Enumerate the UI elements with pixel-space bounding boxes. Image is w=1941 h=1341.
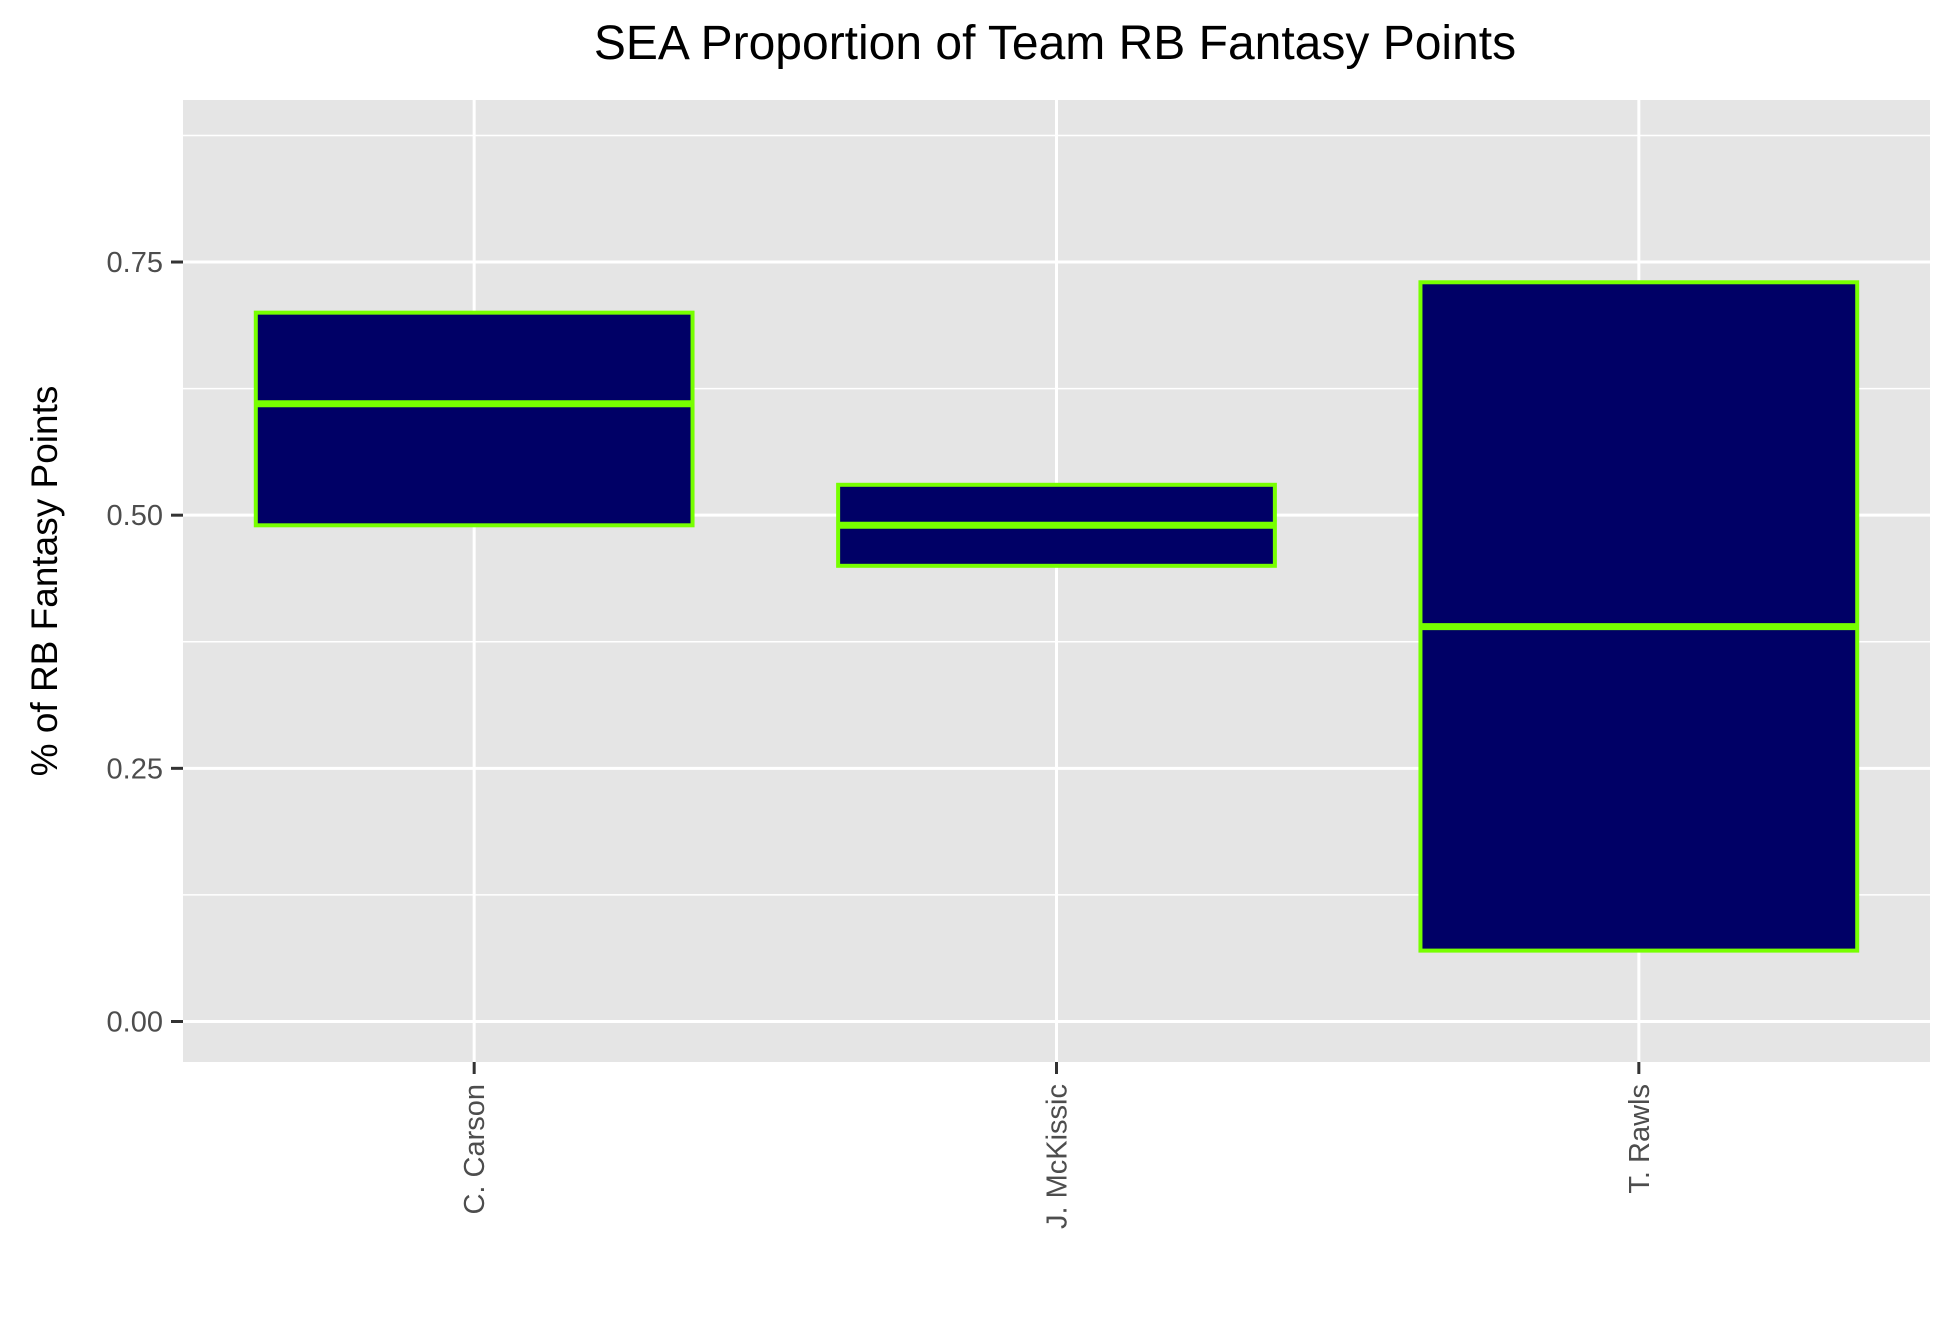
y-tick-label: 0.25: [107, 753, 163, 785]
y-tick-label: 0.00: [107, 1006, 163, 1038]
box-c-carson: [253, 310, 695, 528]
chart-title: SEA Proportion of Team RB Fantasy Points: [594, 17, 1516, 70]
x-tick-label: T. Rawls: [1624, 1084, 1656, 1194]
axes: 0.00 0.25 0.50 0.75 C. Carson J. McKissic T. R…: [107, 247, 1656, 1229]
boxes: [253, 280, 1860, 953]
x-tick-label: C. Carson: [459, 1084, 491, 1215]
box-t-rawls: [1418, 280, 1860, 953]
y-tick-label: 0.50: [107, 500, 163, 532]
x-tick-label: J. McKissic: [1042, 1084, 1074, 1229]
y-axis-title: % of RB Fantasy Points: [24, 386, 65, 777]
y-tick-label: 0.75: [107, 247, 163, 279]
